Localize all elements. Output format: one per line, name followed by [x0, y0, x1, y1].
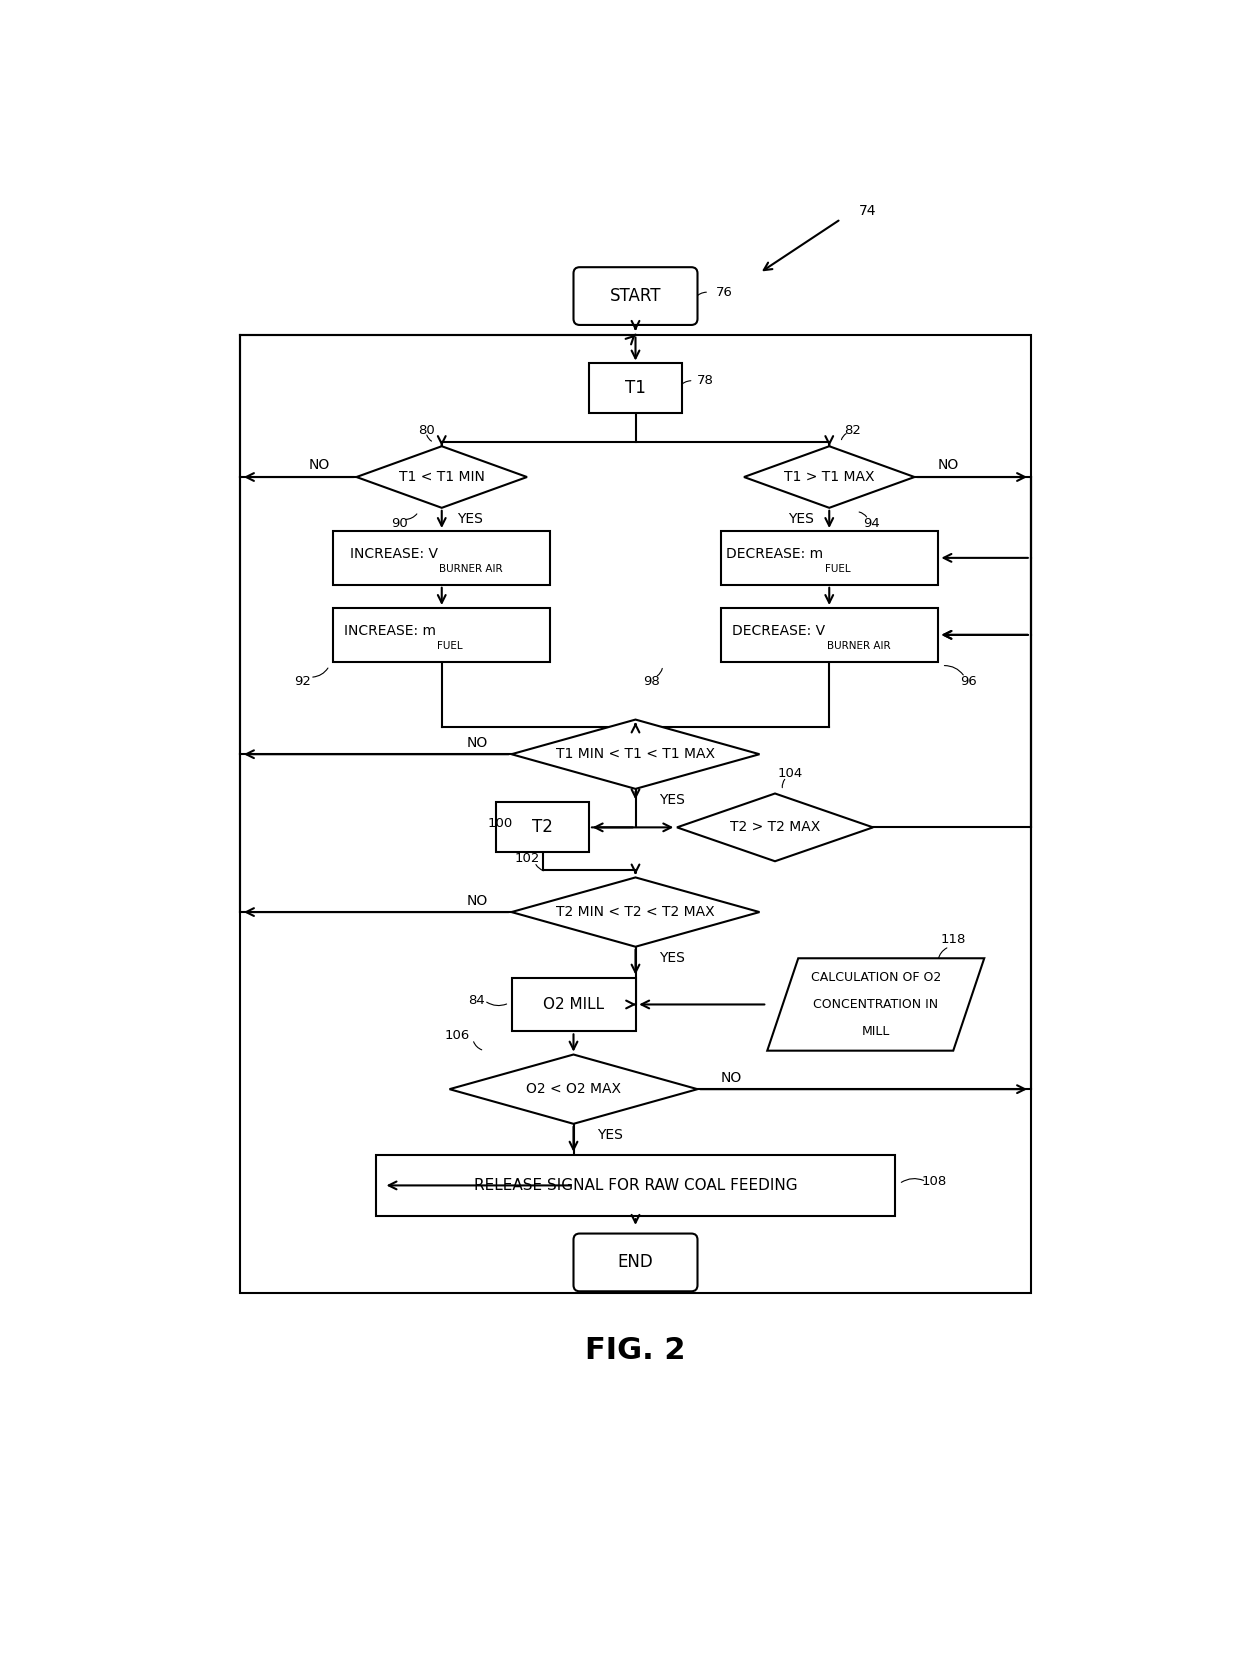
Text: YES: YES — [596, 1128, 622, 1143]
Text: NO: NO — [937, 458, 959, 473]
Text: RELEASE SIGNAL FOR RAW COAL FEEDING: RELEASE SIGNAL FOR RAW COAL FEEDING — [474, 1178, 797, 1193]
Text: BURNER AIR: BURNER AIR — [439, 564, 503, 574]
Polygon shape — [511, 878, 759, 946]
Polygon shape — [511, 720, 759, 789]
Polygon shape — [449, 1054, 697, 1124]
Text: NO: NO — [467, 735, 489, 750]
Text: O2 < O2 MAX: O2 < O2 MAX — [526, 1082, 621, 1096]
Text: DECREASE: m: DECREASE: m — [725, 547, 823, 560]
Text: 96: 96 — [960, 675, 977, 688]
Text: DECREASE: V: DECREASE: V — [733, 624, 826, 638]
Text: INCREASE: V: INCREASE: V — [350, 547, 438, 560]
Text: MILL: MILL — [862, 1025, 890, 1039]
Polygon shape — [768, 958, 985, 1050]
Text: 84: 84 — [469, 993, 485, 1007]
Bar — [589, 364, 682, 413]
Text: 108: 108 — [921, 1175, 946, 1188]
Text: 78: 78 — [697, 374, 714, 388]
Text: YES: YES — [658, 794, 684, 807]
Bar — [511, 978, 635, 1032]
Text: 100: 100 — [487, 817, 512, 831]
Polygon shape — [677, 794, 873, 861]
Text: 92: 92 — [294, 675, 311, 688]
Text: 104: 104 — [777, 767, 804, 780]
Bar — [334, 607, 551, 661]
Text: YES: YES — [458, 512, 484, 527]
Text: BURNER AIR: BURNER AIR — [827, 641, 890, 651]
Text: NO: NO — [467, 893, 489, 908]
Text: 76: 76 — [717, 285, 733, 299]
Text: T1 > T1 MAX: T1 > T1 MAX — [784, 470, 874, 483]
Text: T1 < T1 MIN: T1 < T1 MIN — [399, 470, 485, 483]
Text: END: END — [618, 1253, 653, 1272]
Text: 118: 118 — [941, 933, 966, 945]
Polygon shape — [357, 446, 527, 508]
Text: 74: 74 — [859, 205, 877, 218]
Text: YES: YES — [787, 512, 813, 527]
Text: START: START — [610, 287, 661, 305]
Bar — [241, 334, 1030, 1294]
Text: CONCENTRATION IN: CONCENTRATION IN — [813, 998, 939, 1010]
Bar — [334, 530, 551, 586]
Text: FIG. 2: FIG. 2 — [585, 1336, 686, 1366]
Text: T2 > T2 MAX: T2 > T2 MAX — [730, 821, 820, 834]
Text: FUEL: FUEL — [436, 641, 463, 651]
Text: T1 MIN < T1 < T1 MAX: T1 MIN < T1 < T1 MAX — [556, 747, 715, 762]
Bar — [720, 607, 937, 661]
Text: T2 MIN < T2 < T2 MAX: T2 MIN < T2 < T2 MAX — [557, 904, 714, 920]
FancyBboxPatch shape — [573, 1233, 697, 1292]
Text: 80: 80 — [418, 425, 435, 438]
Text: 102: 102 — [515, 852, 539, 864]
Text: 98: 98 — [642, 675, 660, 688]
Text: FUEL: FUEL — [825, 564, 851, 574]
Text: NO: NO — [308, 458, 330, 473]
Text: T1: T1 — [625, 379, 646, 398]
Text: 106: 106 — [445, 1029, 470, 1042]
Bar — [720, 530, 937, 586]
Text: 90: 90 — [391, 517, 408, 530]
FancyBboxPatch shape — [573, 267, 697, 326]
Text: NO: NO — [720, 1071, 742, 1084]
Text: YES: YES — [658, 951, 684, 965]
Text: 94: 94 — [863, 517, 880, 530]
Text: CALCULATION OF O2: CALCULATION OF O2 — [811, 972, 941, 983]
Polygon shape — [744, 446, 915, 508]
Bar — [496, 802, 589, 852]
Text: O2 MILL: O2 MILL — [543, 997, 604, 1012]
Text: T2: T2 — [532, 819, 553, 836]
Bar — [376, 1154, 895, 1217]
Text: 82: 82 — [844, 425, 861, 438]
Text: INCREASE: m: INCREASE: m — [343, 624, 435, 638]
